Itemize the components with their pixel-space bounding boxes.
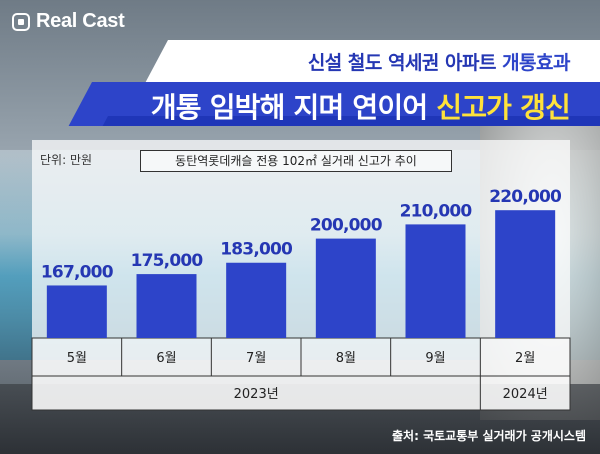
bar — [226, 262, 287, 338]
title-highlight: 신고가 갱신 — [436, 91, 571, 124]
category-label: 8월 — [336, 351, 356, 366]
bar — [136, 274, 197, 338]
chart-title: 동탄역롯데캐슬 전용 102㎡ 실거래 신고가 추이 — [140, 150, 452, 172]
title-text: 개통 임박해 지며 연이어 — [150, 91, 437, 124]
source-note: 출처: 국토교통부 실거래가 공개시스템 — [392, 429, 586, 443]
year-label: 2024년 — [503, 387, 548, 402]
category-label: 2월 — [515, 351, 535, 366]
bar — [315, 238, 376, 338]
category-label: 5월 — [67, 351, 87, 366]
year-label: 2023년 — [234, 387, 279, 402]
data-label: 167,000 — [41, 262, 114, 282]
bar — [495, 210, 556, 338]
subtitle-text: 신설 철도 역세권 아파트 — [307, 52, 503, 74]
brand-name: Real Cast — [36, 10, 125, 32]
headline-title: 개통 임박해 지며 연이어 신고가 갱신 — [150, 86, 571, 126]
category-label: 9월 — [425, 351, 445, 366]
data-label: 220,000 — [489, 187, 562, 207]
data-label: 183,000 — [220, 240, 293, 260]
headline-subtitle: 신설 철도 역세권 아파트 개통효과 — [307, 48, 571, 75]
unit-label: 단위: 만원 — [40, 153, 93, 167]
category-label: 7월 — [246, 351, 266, 366]
subtitle-highlight: 개통효과 — [502, 52, 570, 74]
brand-logo: Real Cast — [12, 10, 125, 33]
category-label: 6월 — [156, 351, 176, 366]
bar — [46, 285, 107, 338]
year-row — [31, 375, 571, 411]
logo-icon — [12, 12, 30, 31]
data-label: 175,000 — [131, 251, 204, 271]
data-label: 200,000 — [310, 216, 383, 236]
bar — [405, 224, 466, 338]
data-label: 210,000 — [400, 201, 473, 221]
